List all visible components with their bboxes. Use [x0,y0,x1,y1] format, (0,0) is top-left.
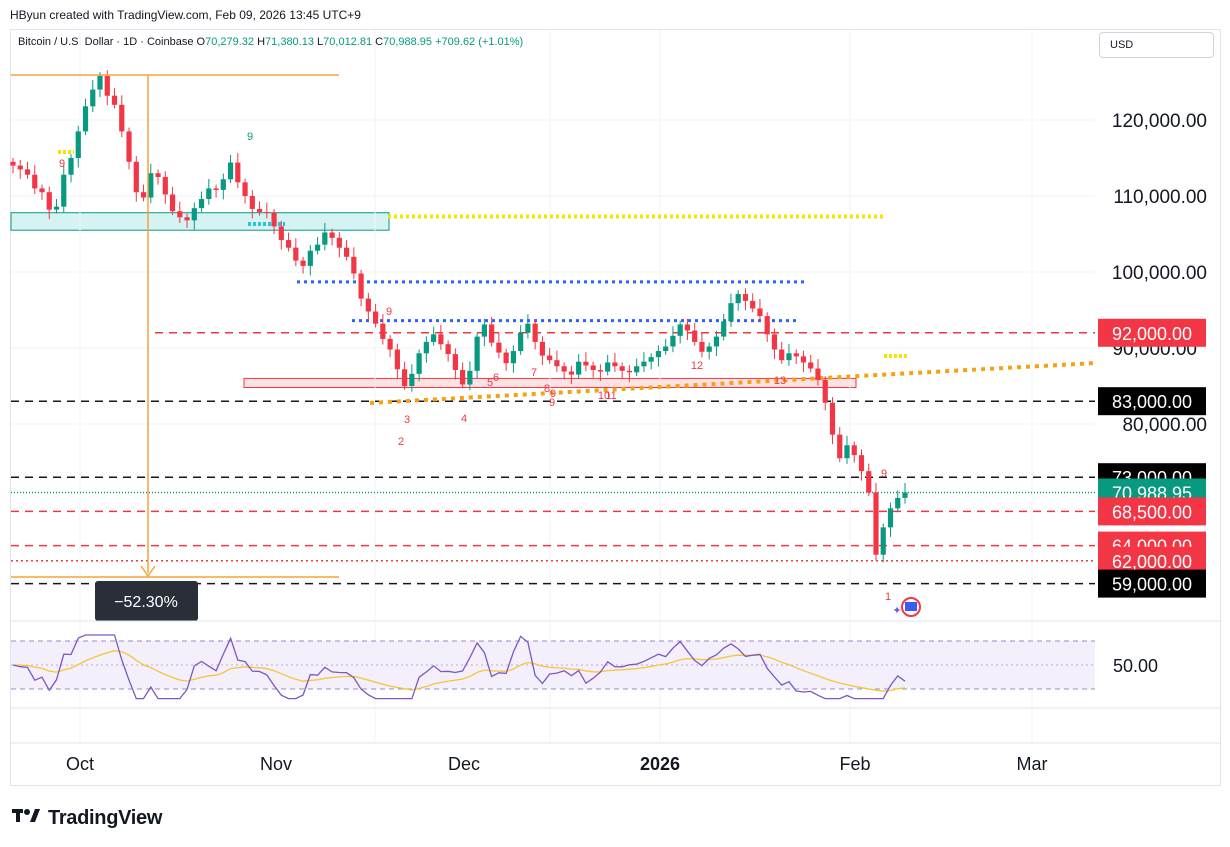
currency-selector[interactable]: USD [1099,32,1214,58]
tradingview-logo[interactable]: TradingView [12,806,162,830]
high-value: 71,380.13 [265,36,314,48]
tradingview-logo-icon [12,806,44,830]
attribution-text: HByun created with TradingView.com, Feb … [10,8,361,22]
low-value: 70,012.81 [323,36,373,48]
ohlc-legend: Bitcoin / U.S. Dollar · 1D · Coinbase O7… [18,36,523,48]
chart-frame [10,29,1221,786]
change-value: +709.62 (+1.01%) [435,36,524,48]
close-value: 70,988.95 [383,36,433,48]
high-label: H [257,36,266,48]
tradingview-logo-text: TradingView [48,807,163,829]
low-label: L [317,36,324,48]
open-value: 70,279.32 [205,36,255,48]
open-label: O [196,36,206,48]
symbol-title[interactable]: Bitcoin / U.S. Dollar · 1D · Coinbase [18,36,194,48]
close-label: C [375,36,384,48]
